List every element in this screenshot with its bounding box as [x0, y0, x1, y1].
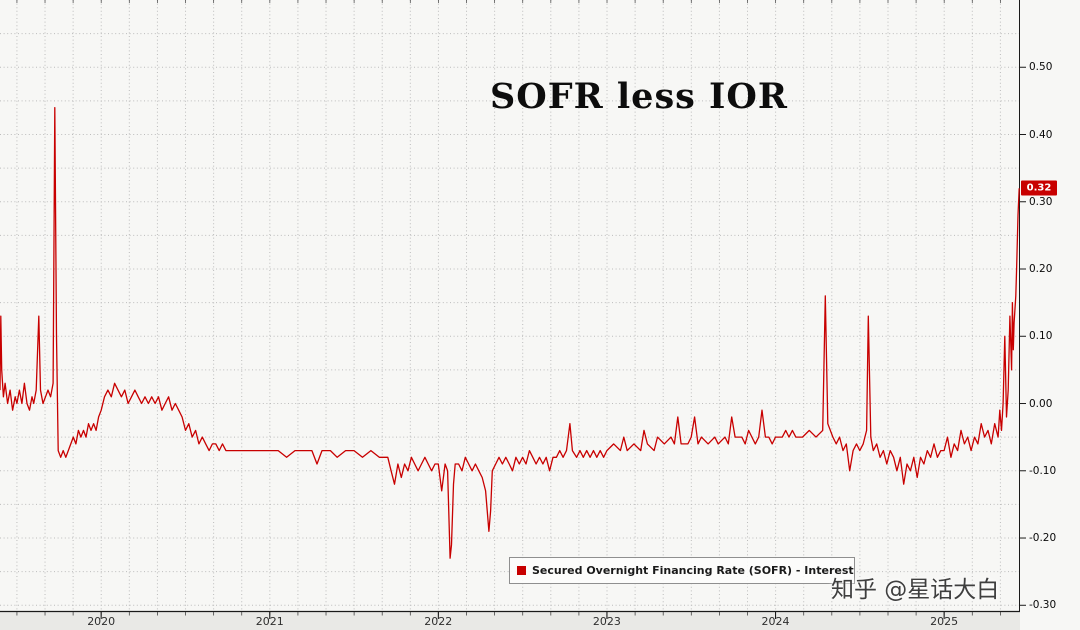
chart-title: SOFR less IOR	[490, 76, 788, 117]
x-axis-strip	[0, 612, 1020, 630]
x-axis-tick-label: 2025	[930, 615, 959, 628]
y-axis-tick-label: 0.20	[1029, 263, 1053, 275]
y-axis-tick-label: 0.40	[1029, 128, 1053, 141]
legend: Secured Overnight Financing Rate (SOFR) …	[509, 557, 855, 584]
x-axis-tick-label: 2022	[424, 615, 453, 628]
last-value-badge: 0.32	[1021, 180, 1057, 196]
x-axis-tick-label: 2021	[255, 615, 284, 628]
x-axis-tick-label: 2020	[87, 615, 116, 628]
y-axis-tick-label: -0.10	[1029, 464, 1057, 477]
series-line	[0, 106, 1020, 559]
legend-swatch-icon	[517, 566, 526, 575]
y-axis-tick-label: 0.30	[1029, 195, 1053, 208]
watermark-text: 知乎 @星话大白	[831, 577, 1000, 603]
legend-label: Secured Overnight Financing Rate (SOFR) …	[532, 564, 854, 577]
y-axis-tick-label: -0.20	[1029, 532, 1057, 544]
x-axis-tick-label: 2024	[761, 615, 790, 628]
y-axis-tick-label: 0.10	[1029, 330, 1053, 343]
y-axis-tick-label: -0.30	[1029, 599, 1057, 612]
y-axis-tick-label: 0.50	[1029, 61, 1053, 74]
x-axis-tick-label: 2023	[592, 615, 621, 628]
y-axis-tick-label: 0.00	[1029, 397, 1053, 410]
